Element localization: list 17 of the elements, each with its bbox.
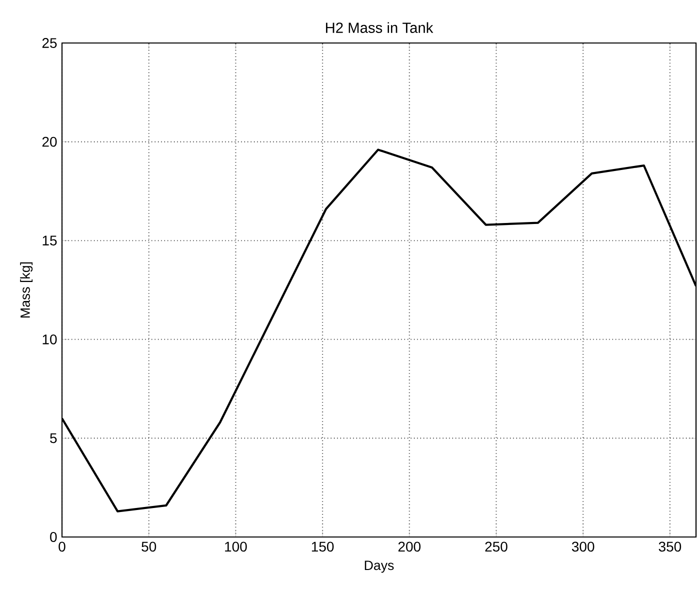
y-axis-title: Mass [kg] [20, 262, 33, 318]
y-tick-label: 20 [42, 136, 57, 147]
x-tick-label: 350 [658, 542, 682, 552]
x-tick-label: 300 [572, 542, 594, 552]
x-tick-label: 250 [485, 542, 508, 552]
y-tick-label: 15 [42, 236, 57, 246]
y-tick-label: 10 [42, 334, 57, 344]
y-tick-label: 0 [50, 532, 57, 542]
x-tick-label: 200 [398, 542, 421, 552]
x-tick-label: 50 [142, 542, 156, 552]
x-tick-label: 150 [312, 542, 334, 552]
x-tick-label: 100 [225, 542, 247, 552]
y-tick-label: 5 [50, 433, 57, 444]
chart-title: H2 Mass in Tank [326, 22, 434, 33]
x-tick-label: 0 [58, 542, 66, 552]
x-axis-title: Days [364, 560, 394, 573]
y-tick-label: 25 [42, 38, 57, 48]
